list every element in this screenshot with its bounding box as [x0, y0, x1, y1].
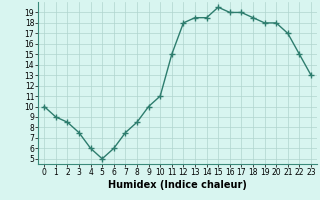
X-axis label: Humidex (Indice chaleur): Humidex (Indice chaleur): [108, 180, 247, 190]
